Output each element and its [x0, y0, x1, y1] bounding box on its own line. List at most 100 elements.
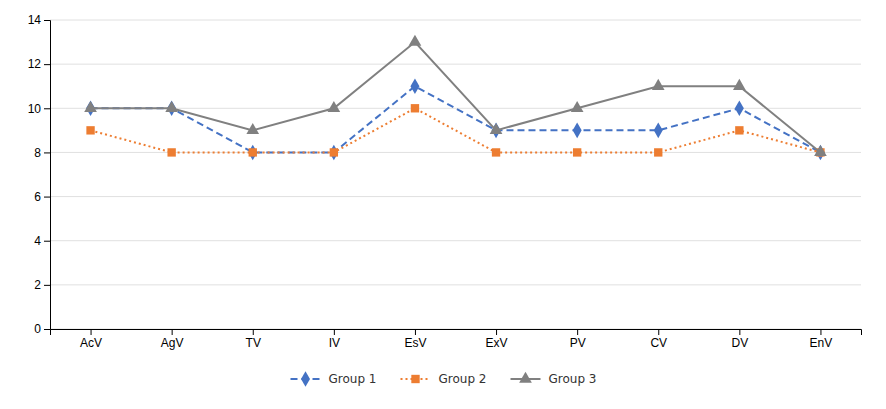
point — [735, 100, 744, 116]
y-tick: 8 — [34, 146, 50, 160]
y-tick-label: 6 — [34, 190, 41, 204]
y-tick: 14 — [28, 13, 50, 27]
y-tick-mark — [44, 197, 50, 198]
x-tick: TV — [246, 329, 261, 350]
x-tick-label: IV — [329, 336, 340, 350]
series-line — [91, 108, 821, 152]
point — [167, 148, 175, 156]
point — [165, 101, 178, 112]
y-tick-label: 8 — [34, 146, 41, 160]
point — [573, 123, 582, 139]
legend-symbol — [301, 371, 310, 387]
y-axis: 0 2 4 6 8 10 12 14 — [28, 13, 51, 336]
x-tick: AcV — [80, 329, 102, 350]
legend-item: Group 1 — [291, 371, 377, 387]
point — [654, 123, 663, 139]
y-tick: 2 — [34, 278, 50, 292]
legend-label: Group 3 — [549, 372, 597, 386]
x-tick-label: AgV — [161, 336, 184, 350]
legend-label: Group 2 — [439, 372, 487, 386]
grid-line — [50, 240, 861, 241]
y-tick-mark — [44, 108, 50, 109]
y-tick-mark — [44, 20, 50, 21]
x-tick-label: TV — [246, 336, 261, 350]
point — [409, 35, 422, 46]
x-tick-label: PV — [570, 336, 586, 350]
x-tick-mark — [739, 329, 740, 335]
y-tick-label: 10 — [28, 102, 42, 116]
x-tick: AgV — [161, 329, 184, 350]
x-tick: PV — [570, 329, 586, 350]
x-tick-label: ExV — [486, 336, 508, 350]
point — [654, 148, 662, 156]
x-tick-mark — [496, 329, 497, 335]
y-tick: 4 — [34, 234, 50, 248]
point — [248, 145, 257, 161]
series-line — [91, 86, 821, 152]
point — [492, 148, 500, 156]
point — [571, 101, 584, 112]
point — [652, 79, 665, 90]
y-tick-label: 12 — [28, 57, 42, 71]
point — [573, 148, 581, 156]
point — [84, 101, 97, 112]
grid — [50, 20, 861, 329]
grid-line — [50, 20, 861, 21]
grid-line — [50, 284, 861, 285]
y-tick-mark — [44, 329, 50, 330]
series-line — [91, 42, 821, 152]
x-tick-label: AcV — [80, 336, 102, 350]
x-tick: EsV — [404, 329, 426, 350]
y-tick-label: 0 — [34, 322, 41, 336]
y-tick-label: 2 — [34, 278, 41, 292]
y-axis-line — [44, 21, 51, 330]
x-tick: ExV — [486, 329, 508, 350]
legend-symbol — [411, 375, 419, 383]
x-tick: EnV — [810, 329, 833, 350]
point — [86, 126, 94, 134]
y-tick: 12 — [28, 57, 50, 71]
x-tick-mark — [658, 329, 659, 335]
point — [410, 78, 419, 94]
point — [327, 101, 340, 112]
legend-symbol — [519, 372, 532, 383]
x-tick-mark — [172, 329, 173, 335]
y-tick-mark — [44, 64, 50, 65]
x-tick-mark — [415, 329, 416, 335]
x-tick-mark — [253, 329, 254, 335]
y-tick: 6 — [34, 190, 50, 204]
point — [249, 148, 257, 156]
x-tick-label: CV — [650, 336, 667, 350]
x-axis-line — [51, 330, 862, 336]
point — [330, 148, 338, 156]
x-tick-label: EsV — [404, 336, 426, 350]
legend: Group 1 Group 2 Group 3 — [291, 371, 597, 387]
point — [733, 79, 746, 90]
y-tick-label: 14 — [28, 13, 42, 27]
plot: 0 2 4 6 8 10 12 14 AcV AgV TV IV EsV ExV PV CV DV EnV — [28, 13, 862, 349]
legend-item: Group 2 — [401, 372, 487, 386]
x-tick-mark — [820, 329, 821, 335]
point — [246, 123, 259, 134]
grid-line — [50, 64, 861, 65]
marks — [84, 35, 827, 160]
x-tick-label: DV — [732, 336, 749, 350]
point — [490, 123, 503, 134]
y-tick: 10 — [28, 102, 50, 116]
point — [329, 145, 338, 161]
point — [735, 126, 743, 134]
point — [411, 104, 419, 112]
x-tick-label: EnV — [810, 336, 833, 350]
point — [814, 145, 827, 156]
y-tick-mark — [44, 152, 50, 153]
legend-item: Group 3 — [511, 372, 597, 387]
chart: 0 2 4 6 8 10 12 14 AcV AgV TV IV EsV ExV PV CV DV EnV Grou… — [0, 0, 886, 409]
x-axis: AcV AgV TV IV EsV ExV PV CV DV EnV — [51, 329, 862, 350]
y-tick: 0 — [34, 322, 50, 336]
grid-line — [50, 196, 861, 197]
legend-label: Group 1 — [329, 372, 377, 386]
x-tick: CV — [650, 329, 667, 350]
x-tick-mark — [334, 329, 335, 335]
y-tick-mark — [44, 241, 50, 242]
y-tick-label: 4 — [34, 234, 41, 248]
